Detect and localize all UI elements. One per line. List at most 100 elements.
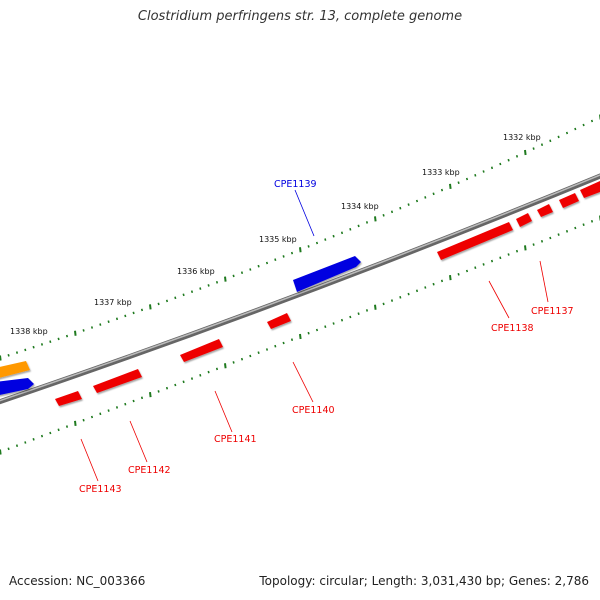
inner-scale-tick bbox=[57, 428, 60, 432]
inner-scale-tick bbox=[24, 441, 27, 444]
inner-scale-tick bbox=[140, 396, 144, 400]
outer-scale-tick bbox=[90, 326, 94, 329]
gene-small-3[interactable] bbox=[580, 181, 600, 198]
outer-scale-tick bbox=[515, 154, 519, 158]
outer-scale-tick bbox=[415, 199, 419, 203]
gene-label-cpe1143[interactable]: CPE1143 bbox=[79, 484, 122, 495]
outer-scale-tick bbox=[190, 290, 194, 294]
inner-scale-tick bbox=[307, 331, 310, 335]
outer-scale-tick bbox=[207, 284, 210, 287]
inner-scale-tick bbox=[90, 415, 94, 419]
outer-scale-tick bbox=[457, 181, 460, 185]
outer-scale-tick bbox=[340, 231, 344, 235]
gene-cpe1137[interactable] bbox=[516, 213, 532, 227]
gene-cpe1140[interactable] bbox=[267, 313, 291, 329]
inner-scale-tick bbox=[457, 272, 460, 276]
outer-scale-tick bbox=[24, 348, 27, 352]
outer-scale-tick bbox=[165, 299, 169, 303]
outer-scale-tick bbox=[7, 353, 10, 357]
inner-scale-tick bbox=[357, 312, 360, 316]
accession-text: Accession: NC_003366 bbox=[9, 574, 146, 588]
outer-scale-tick bbox=[99, 323, 102, 326]
outer-scale-tick bbox=[565, 131, 569, 135]
gene-small-1[interactable] bbox=[537, 204, 553, 217]
inner-scale-tick bbox=[99, 412, 102, 416]
inner-scale-tick bbox=[449, 274, 452, 281]
inner-scale-tick bbox=[507, 253, 510, 256]
gene-cpe1138[interactable] bbox=[437, 222, 513, 260]
gene-label-cpe1139[interactable]: CPE1139 bbox=[274, 179, 317, 190]
inner-scale-tick bbox=[249, 354, 252, 358]
gene-cpe1143[interactable] bbox=[55, 391, 82, 406]
inner-scale-tick bbox=[382, 302, 385, 306]
inner-scale-tick bbox=[474, 266, 477, 270]
inner-scale-tick bbox=[190, 377, 194, 380]
outer-scale-tick bbox=[482, 170, 485, 173]
outer-scale-tick bbox=[590, 119, 594, 123]
inner-scale-tick bbox=[0, 449, 2, 455]
leader-cpe1138 bbox=[488, 280, 510, 319]
outer-scale-tick bbox=[540, 143, 544, 147]
gene-forward-left[interactable] bbox=[0, 378, 34, 396]
outer-scale-tick bbox=[265, 261, 269, 265]
outer-scale-tick bbox=[582, 123, 585, 127]
scale-label-1336: 1336 kbp bbox=[177, 267, 215, 276]
gene-small-2[interactable] bbox=[559, 193, 579, 208]
inner-scale-tick bbox=[240, 357, 244, 361]
inner-scale-tick bbox=[374, 304, 377, 310]
inner-scale-tick bbox=[332, 322, 335, 325]
scale-label-1337: 1337 kbp bbox=[94, 298, 132, 307]
inner-scale-tick bbox=[415, 289, 419, 293]
outer-scale-tick bbox=[324, 238, 327, 241]
outer-scale-tick bbox=[449, 183, 452, 190]
inner-scale-tick bbox=[132, 399, 135, 403]
inner-scale-tick bbox=[32, 437, 35, 441]
outer-scale-tick bbox=[115, 317, 119, 321]
scale-label-1335: 1335 kbp bbox=[259, 235, 297, 244]
inner-scale-tick bbox=[324, 325, 327, 329]
gene-cpe1142[interactable] bbox=[93, 369, 142, 393]
outer-scale-tick bbox=[0, 355, 2, 361]
outer-scale-tick bbox=[40, 343, 44, 346]
inner-scale-tick bbox=[299, 333, 302, 340]
inner-scale-tick bbox=[499, 256, 502, 260]
outer-scale-tick bbox=[124, 314, 127, 318]
outer-scale-tick bbox=[474, 173, 477, 177]
outer-scale-tick bbox=[215, 280, 219, 284]
inner-scale-tick bbox=[515, 249, 519, 253]
outer-scale-tick bbox=[374, 216, 377, 222]
outer-scale-tick bbox=[199, 287, 202, 290]
inner-scale-tick bbox=[582, 223, 585, 227]
outer-scale-tick bbox=[65, 334, 69, 338]
gene-cpe1141[interactable] bbox=[180, 339, 223, 362]
inner-scale-tick bbox=[565, 229, 569, 233]
gene-label-cpe1138[interactable]: CPE1138 bbox=[491, 323, 534, 334]
inner-scale-tick bbox=[540, 239, 544, 243]
gene-cpe1139[interactable] bbox=[293, 256, 361, 292]
outer-scale-tick bbox=[524, 149, 527, 156]
inner-scale-tick bbox=[590, 219, 594, 223]
outer-scale-tick bbox=[499, 162, 502, 166]
outer-scale-tick bbox=[557, 135, 560, 139]
outer-scale-tick bbox=[32, 345, 35, 349]
inner-scale-tick bbox=[157, 390, 160, 393]
outer-scale-tick bbox=[132, 311, 135, 315]
outer-scale-ticks bbox=[0, 114, 600, 361]
inner-scale-tick bbox=[440, 279, 444, 283]
outer-scale-tick bbox=[74, 330, 77, 336]
outer-scale-tick bbox=[432, 192, 435, 196]
outer-scale-tick bbox=[465, 177, 469, 181]
outer-scale-tick bbox=[357, 224, 360, 228]
inner-scale-tick bbox=[574, 226, 577, 230]
inner-scale-tick bbox=[149, 391, 152, 398]
gene-label-cpe1137[interactable]: CPE1137 bbox=[531, 306, 574, 317]
gene-label-cpe1142[interactable]: CPE1142 bbox=[128, 465, 171, 476]
gene-label-cpe1141[interactable]: CPE1141 bbox=[214, 434, 257, 445]
inner-scale-tick bbox=[524, 245, 527, 251]
gene-label-cpe1140[interactable]: CPE1140 bbox=[292, 405, 335, 416]
outer-scale-tick bbox=[315, 241, 319, 245]
inner-scale-tick bbox=[482, 263, 485, 266]
outer-scale-tick bbox=[549, 139, 552, 143]
scale-label-1338: 1338 kbp bbox=[10, 327, 48, 336]
